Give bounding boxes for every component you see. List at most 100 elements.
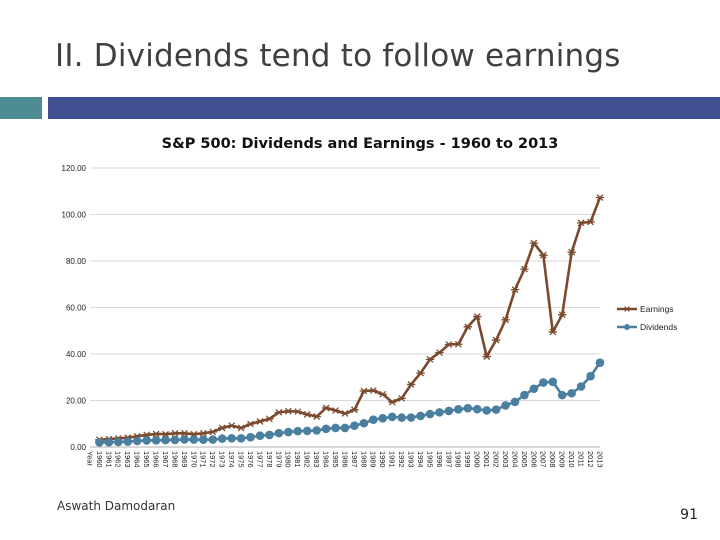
- x-tick-label: 2002: [492, 451, 501, 467]
- x-tick-label: 1965: [142, 451, 151, 467]
- dividends-point: [586, 371, 595, 381]
- x-tick-label: 1985: [331, 451, 340, 467]
- legend-dividends-label: Dividends: [640, 322, 677, 332]
- dividends-point: [151, 436, 161, 445]
- x-tick-label: 2012: [586, 451, 595, 467]
- x-tick-label: 1969: [180, 451, 189, 467]
- x-tick-label: 1981: [293, 451, 302, 467]
- dividends-point: [435, 408, 444, 417]
- dividends-point: [217, 434, 227, 443]
- x-tick-label: 1991: [388, 451, 397, 467]
- earnings-point: [151, 430, 161, 438]
- x-tick-label: 1980: [284, 451, 293, 467]
- earnings-point: [388, 398, 397, 406]
- earnings-point: [378, 390, 387, 398]
- earnings-point: [435, 349, 444, 357]
- earnings-point: [255, 418, 265, 425]
- earnings-point: [416, 369, 425, 377]
- x-tick-label: 2001: [482, 451, 491, 467]
- earnings-point: [303, 411, 312, 418]
- x-tick-label: 1996: [435, 451, 444, 467]
- y-tick-label: 120.00: [62, 164, 87, 173]
- earnings-point: [312, 413, 321, 420]
- dividends-point: [378, 413, 388, 423]
- x-tick-label: 1960: [95, 451, 104, 467]
- earnings-point: [558, 311, 567, 319]
- x-tick-label: 1995: [425, 451, 434, 467]
- dividends-point: [567, 388, 576, 398]
- x-tick-label: 1975: [237, 451, 246, 467]
- x-tick-label: 1974: [227, 451, 236, 467]
- dividends-point: [312, 426, 321, 435]
- dividends-point: [302, 426, 312, 436]
- x-tick-label: 1972: [208, 451, 217, 467]
- earnings-point: [529, 239, 539, 247]
- x-tick-label: 1982: [303, 451, 312, 467]
- earnings-point: [548, 328, 557, 336]
- earnings-point: [539, 251, 548, 259]
- dividends-point: [539, 378, 548, 387]
- dividends-point: [397, 413, 406, 422]
- x-tick-label: 2006: [529, 451, 538, 467]
- dividends-point: [340, 423, 350, 433]
- x-tick-label: 1983: [312, 451, 321, 467]
- dividends-point: [142, 436, 151, 445]
- dividends-point: [208, 435, 218, 444]
- earnings-point: [218, 424, 227, 432]
- dividends-point: [350, 421, 359, 430]
- x-tick-label: 1992: [397, 451, 406, 467]
- earnings-point: [501, 316, 510, 324]
- earnings-point: [331, 407, 340, 414]
- dividends-point: [576, 382, 586, 391]
- earnings-point: [482, 353, 491, 360]
- earnings-point: [463, 323, 472, 331]
- dividends-point: [227, 434, 236, 443]
- x-tick-label: 2013: [595, 451, 604, 467]
- earnings-point: [236, 424, 246, 432]
- x-tick-label: 2008: [548, 451, 557, 467]
- earnings-point: [227, 422, 236, 430]
- dividends-point: [548, 377, 558, 387]
- earnings-point: [444, 341, 454, 348]
- dividends-point: [180, 435, 189, 444]
- dividends-point: [387, 412, 397, 422]
- earnings-point: [350, 406, 359, 414]
- legend-earnings-marker: [623, 306, 631, 312]
- y-tick-label: 20.00: [66, 397, 87, 406]
- earnings-point: [406, 381, 416, 388]
- earnings-point: [454, 340, 463, 348]
- earnings-point: [170, 429, 180, 437]
- dividends-point: [529, 384, 539, 394]
- dividends-point: [359, 418, 369, 428]
- y-tick-label: 0.00: [70, 443, 86, 452]
- x-tick-label: 1967: [161, 451, 170, 467]
- earnings-point: [293, 408, 302, 416]
- dividends-point: [236, 434, 246, 443]
- x-tick-label: 1997: [444, 451, 453, 467]
- x-tick-label: 1966: [152, 451, 161, 467]
- earnings-point: [265, 415, 274, 423]
- dividends-point: [595, 358, 605, 367]
- x-tick-label: 2000: [473, 451, 482, 467]
- dividends-point: [416, 411, 425, 421]
- dividends-point: [331, 423, 340, 433]
- dividends-point: [189, 435, 199, 444]
- earnings-point: [274, 408, 284, 416]
- y-tick-label: 40.00: [66, 350, 87, 359]
- dividends-point: [199, 435, 208, 444]
- y-tick-label: 60.00: [66, 304, 87, 313]
- x-tick-label: Year: [85, 451, 94, 466]
- header-bar: [48, 97, 720, 119]
- x-tick-label: 1979: [274, 451, 283, 467]
- dividends-point: [482, 406, 491, 415]
- earnings-point: [369, 387, 378, 394]
- x-tick-label: 1968: [170, 451, 179, 467]
- x-tick-label: 1984: [322, 451, 331, 467]
- dividends-point: [95, 438, 104, 447]
- chart-title: S&P 500: Dividends and Earnings - 1960 t…: [161, 136, 559, 152]
- earnings-point: [595, 194, 605, 201]
- dividends-point: [369, 415, 378, 425]
- page-number: 91: [680, 507, 698, 523]
- x-tick-label: 2011: [577, 451, 586, 467]
- dividends-series-line: [99, 361, 602, 444]
